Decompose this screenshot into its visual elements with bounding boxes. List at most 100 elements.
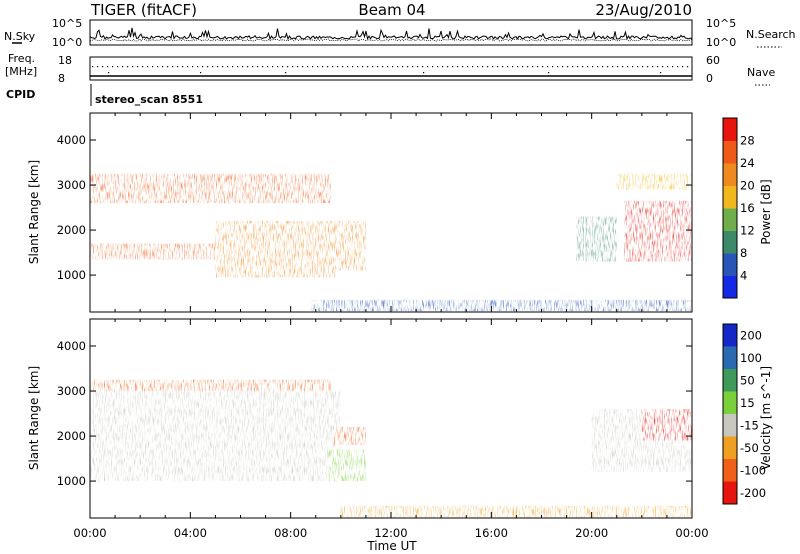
echo-region-2 [215,221,336,278]
nave-dot [612,66,614,68]
nave-dot [262,66,264,68]
nave-dot [557,66,559,68]
nave-dot [447,66,449,68]
nave-dot [107,66,109,68]
nave-dot [452,66,454,68]
nave-dot [152,66,154,68]
nave-dot [102,66,104,68]
nave-dot [532,66,534,68]
nave-dot [217,66,219,68]
nave-dot [587,66,589,68]
nave-dot [377,66,379,68]
nave-dot [108,72,110,74]
velocity-plot-area [90,379,692,518]
nave-dot [572,66,574,68]
nave-dot [317,66,319,68]
nave-dot [267,66,269,68]
nave-dot [182,66,184,68]
nave-dot [397,66,399,68]
nsearch-tick-top: 10^5 [706,17,736,30]
colorbar-segment [723,118,737,141]
colorbar-segment [723,275,737,299]
nave-dot [357,66,359,68]
nave-dot [657,66,659,68]
nave-dot [622,66,624,68]
nave-dot [432,66,434,68]
nave-dot [687,66,689,68]
nave-dot [302,66,304,68]
nave-dot [122,66,124,68]
nave-dot [132,66,134,68]
nave-dot [252,66,254,68]
nave-dot [177,66,179,68]
nave-dot [200,72,202,74]
nave-dot [462,66,464,68]
colorbar-tick: 12 [740,224,755,238]
title-left: TIGER (fitACF) [90,1,197,19]
echo-region-1 [90,391,341,482]
ytick-label: 3000 [57,178,86,192]
colorbar-tick: -100 [740,463,766,477]
colorbar-tick: -15 [740,418,759,432]
nave-dot [242,66,244,68]
colorbar-segment [723,253,737,276]
nave-dot [92,66,94,68]
nave-dot [647,66,649,68]
xtick-label: 16:00 [475,526,508,540]
colorbar-tick: 8 [740,246,747,260]
ytick-label: 2000 [57,223,86,237]
colorbar-tick: -200 [740,486,766,500]
nave-dot [287,66,289,68]
nave-dot [472,66,474,68]
nave-dot [227,66,229,68]
nave-dot [142,66,144,68]
nsearch-label: N.Search [746,28,796,41]
nave-dot [172,66,174,68]
nave-dot [497,66,499,68]
colorbar-segment [723,324,737,347]
nave-dot [232,66,234,68]
nave-dot [127,66,129,68]
xtick-label: 00:00 [73,526,106,540]
nave-dot [567,66,569,68]
nave-dot [597,66,599,68]
nave-dot [222,66,224,68]
echo-region-3 [328,221,366,271]
title-right: 23/Aug/2010 [595,1,692,19]
nave-trace [92,66,689,74]
colorbar-segment [723,140,737,164]
nave-dot [667,66,669,68]
nave-dot [285,72,287,74]
colorbar-tick: 100 [740,351,762,365]
nave-dot [502,66,504,68]
nave-dot [602,66,604,68]
colorbar-segment [723,208,737,231]
echo-region-7 [616,173,692,190]
nave-dot [307,66,309,68]
nave-dot [577,66,579,68]
nave-dot [382,66,384,68]
colorbar-tick: 200 [740,328,762,342]
nave-dot [552,66,554,68]
colorbar-segment [723,185,737,209]
xtick-label: 12:00 [374,526,407,540]
nave-dot [427,66,429,68]
nave-dot [457,66,459,68]
nave-label: Nave [747,66,775,79]
xtick-label: 08:00 [274,526,307,540]
nave-dot [660,72,662,74]
nave-dot [312,66,314,68]
colorbar-segment [723,391,737,415]
nave-dot [297,66,299,68]
nave-dot [337,66,339,68]
nave-dot [527,66,529,68]
nave-dot [272,66,274,68]
nave-dot [117,66,119,68]
nave-dot [282,66,284,68]
nave-dot [642,66,644,68]
ytick-label: 1000 [57,268,86,282]
echo-region-0 [90,173,331,204]
echo-region-2 [333,427,366,446]
nave-dot [402,66,404,68]
